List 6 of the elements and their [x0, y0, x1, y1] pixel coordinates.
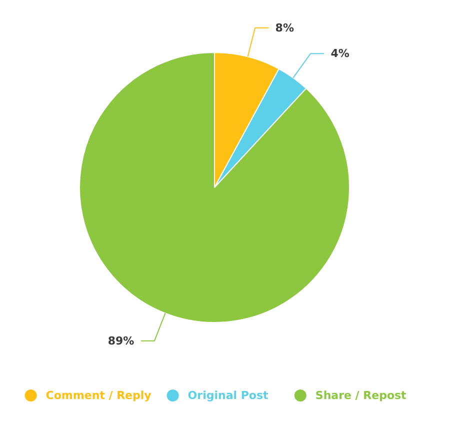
- data-label: 4%: [330, 47, 350, 60]
- legend-label: Original Post: [188, 389, 268, 402]
- legend-label: Comment / Reply: [46, 389, 152, 402]
- data-label: 89%: [108, 334, 134, 348]
- data-label: 8%: [275, 21, 294, 34]
- legend-label: Share / Repost: [315, 389, 406, 402]
